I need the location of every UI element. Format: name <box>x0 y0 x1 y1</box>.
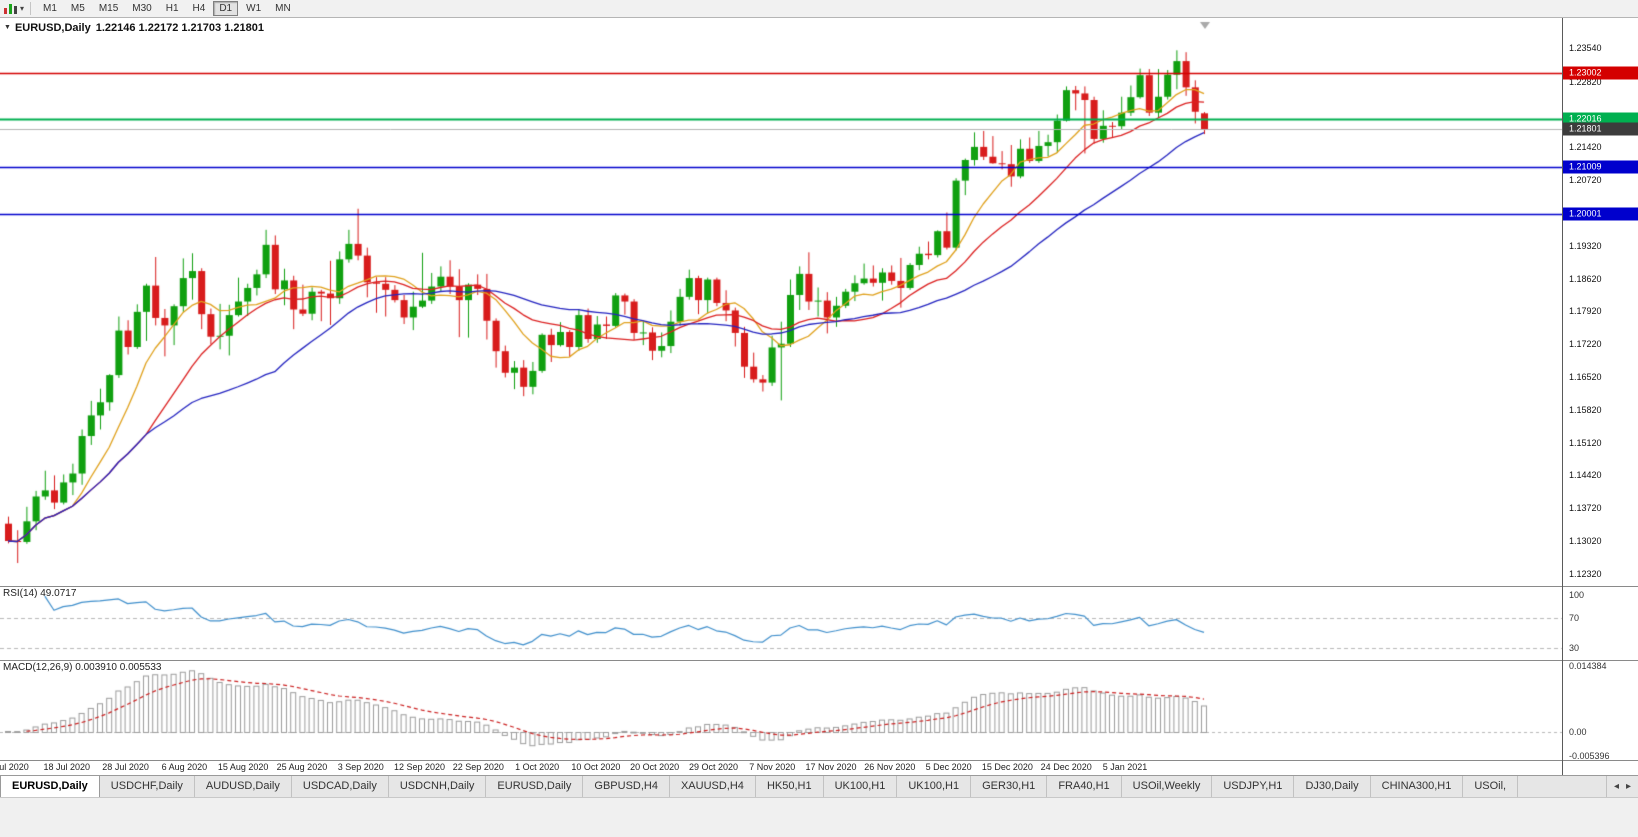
chart-tab[interactable]: HK50,H1 <box>755 776 824 797</box>
symbol-period-label: EURUSD,Daily <box>14 22 91 34</box>
date-axis-label: 26 Nov 2020 <box>864 762 916 772</box>
price-axis-label: 1.15120 <box>1569 437 1602 448</box>
date-axis-label: 15 Dec 2020 <box>981 762 1033 772</box>
chart-tab[interactable]: CHINA300,H1 <box>1370 776 1464 797</box>
timeframe-button-m15[interactable]: M15 <box>98 3 119 14</box>
hline-price-tag[interactable]: 1.22016 <box>1563 112 1638 126</box>
price-axis-label: 1.19320 <box>1569 240 1602 251</box>
timeframe-button-m1[interactable]: M1 <box>43 3 57 14</box>
price-chart-canvas[interactable] <box>0 18 1562 775</box>
chart-tab[interactable]: DJ30,Daily <box>1294 776 1371 797</box>
toolbar: ▾ M1 M5 M15 M30 H1 H4 D1 W1 MN <box>0 0 1638 18</box>
date-axis-label: 5 Jan 2021 <box>1102 762 1148 772</box>
chart-tab[interactable]: GER30,H1 <box>971 776 1048 797</box>
timeframe-button-h1[interactable]: H1 <box>165 3 179 14</box>
date-axis-label: 3 Sep 2020 <box>337 762 384 772</box>
chart-tab[interactable]: AUDUSD,Daily <box>194 776 292 797</box>
date-axis-label: 17 Nov 2020 <box>805 762 857 772</box>
date-axis-label: 5 Dec 2020 <box>925 762 972 772</box>
chart-tab[interactable]: USOil,Weekly <box>1121 776 1213 797</box>
price-axis: 1.23540 1.22820 1.21420 1.20720 1.19320 1.186… <box>1563 18 1638 775</box>
chart-menu-arrow-icon: ▼ <box>4 24 11 31</box>
hline-price-tag[interactable]: 1.20001 <box>1563 207 1638 221</box>
date-axis: 9 Jul 2020 18 Jul 2020 28 Jul 2020 6 Aug 20… <box>0 761 1562 775</box>
chart-tab[interactable]: USDCHF,Daily <box>99 776 195 797</box>
chart-title: ▼ EURUSD,Daily 1.22146 1.22172 1.21703 1.2… <box>4 22 264 34</box>
date-axis-label: 12 Sep 2020 <box>393 762 446 772</box>
price-axis-separator <box>1562 18 1563 775</box>
date-axis-label: 24 Dec 2020 <box>1040 762 1092 772</box>
chart-tabs: EURUSD,Daily USDCHF,Daily AUDUSD,Daily USDC… <box>0 776 1519 797</box>
date-axis-label: 22 Sep 2020 <box>452 762 504 772</box>
price-axis-label: 1.20720 <box>1569 175 1602 186</box>
timeframe-button-mn[interactable]: MN <box>275 3 291 14</box>
date-axis-label: 9 Jul 2020 <box>0 762 29 772</box>
price-axis-label: 1.15820 <box>1569 404 1602 415</box>
chart-tab[interactable]: USDCAD,Daily <box>291 776 389 797</box>
date-axis-label: 20 Oct 2020 <box>630 762 680 772</box>
macd-axis-label: 0.00 <box>1569 726 1587 737</box>
chart-tab[interactable]: XAUUSD,H4 <box>669 776 756 797</box>
tab-scroll-arrows: ◂ ▸ <box>1605 776 1638 797</box>
date-axis-label: 28 Jul 2020 <box>102 762 149 772</box>
status-strip <box>0 797 1638 837</box>
hline-price-tag[interactable]: 1.21009 <box>1563 160 1638 174</box>
rsi-indicator-label: RSI(14) 49.0717 <box>3 588 77 599</box>
chart-tab[interactable]: UK100,H1 <box>823 776 898 797</box>
chart-area: ▼ EURUSD,Daily 1.22146 1.22172 1.21703 1.2… <box>0 18 1638 775</box>
price-axis-label: 1.18620 <box>1569 273 1602 284</box>
rsi-axis-label: 100 <box>1569 589 1585 600</box>
macd-indicator-label: MACD(12,26,9) 0.003910 0.005533 <box>3 662 162 673</box>
timeframe-button-h4[interactable]: H4 <box>192 3 206 14</box>
macd-axis-label: -0.005396 <box>1569 750 1610 761</box>
ohlc-values: 1.22146 1.22172 1.21703 1.21801 <box>95 22 264 34</box>
pane-separator[interactable] <box>0 586 1638 587</box>
price-axis-label: 1.17920 <box>1569 306 1602 317</box>
hline-price-tag[interactable]: 1.23002 <box>1563 66 1638 80</box>
timeframe-button-w1[interactable]: W1 <box>246 3 262 14</box>
macd-axis-label: 0.014384 <box>1569 661 1607 672</box>
price-axis-label: 1.23540 <box>1569 42 1602 53</box>
chart-tab[interactable]: USDJPY,H1 <box>1212 776 1295 797</box>
date-axis-label: 6 Aug 2020 <box>161 762 208 772</box>
price-axis-label: 1.13020 <box>1569 536 1602 546</box>
price-axis-label: 1.16520 <box>1569 371 1602 382</box>
candlestick-chart-icon[interactable] <box>4 3 18 14</box>
date-axis-label: 18 Jul 2020 <box>43 762 91 772</box>
pane-separator[interactable] <box>0 660 1638 661</box>
chart-tab[interactable]: USDCNH,Daily <box>388 776 487 797</box>
price-axis-label: 1.22820 <box>1569 76 1602 87</box>
chart-tab[interactable]: USOil, <box>1463 776 1519 797</box>
chart-tab[interactable]: FRA40,H1 <box>1047 776 1122 797</box>
tab-scroll-right-button[interactable]: ▸ <box>1625 781 1631 792</box>
date-axis-label: 10 Oct 2020 <box>571 762 621 772</box>
chart-tab[interactable]: EURUSD,Daily <box>0 776 100 797</box>
chart-type-dropdown-icon[interactable]: ▾ <box>20 4 25 13</box>
price-axis-label: 1.14420 <box>1569 470 1602 481</box>
toolbar-separator <box>30 2 32 15</box>
chart-tab-bar: EURUSD,Daily USDCHF,Daily AUDUSD,Daily USDC… <box>0 775 1638 797</box>
date-axis-label: 7 Nov 2020 <box>749 762 796 772</box>
date-axis-label: 25 Aug 2020 <box>276 762 328 772</box>
pane-separator <box>0 760 1638 761</box>
current-price-tag: 1.21801 <box>1563 122 1638 136</box>
price-axis-label: 1.17220 <box>1569 339 1602 350</box>
chart-tab[interactable]: EURUSD,Daily <box>486 776 584 797</box>
chart-tab[interactable]: GBPUSD,H4 <box>583 776 670 797</box>
date-axis-label: 29 Oct 2020 <box>688 762 738 772</box>
date-axis-label: 15 Aug 2020 <box>217 762 269 772</box>
timeframe-button-m5[interactable]: M5 <box>70 3 85 14</box>
date-axis-label: 1 Oct 2020 <box>515 762 560 772</box>
chart-tab[interactable]: UK100,H1 <box>897 776 972 797</box>
price-axis-label: 1.12320 <box>1569 568 1602 579</box>
price-axis-label: 1.21420 <box>1569 142 1602 153</box>
rsi-axis-label: 30 <box>1569 643 1580 654</box>
timeframe-button-d1[interactable]: D1 <box>213 1 239 16</box>
timeframe-buttons: M1 M5 M15 M30 H1 H4 D1 W1 MN <box>37 1 297 16</box>
rsi-axis-label: 70 <box>1569 612 1580 623</box>
tab-scroll-left-button[interactable]: ◂ <box>1613 781 1619 792</box>
timeframe-button-m30[interactable]: M30 <box>132 3 152 14</box>
price-axis-label: 1.13720 <box>1569 503 1602 514</box>
